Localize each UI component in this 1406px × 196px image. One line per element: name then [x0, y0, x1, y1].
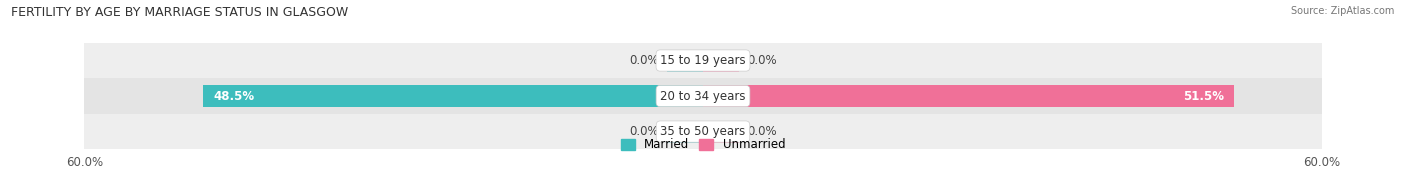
- Bar: [666, 121, 703, 142]
- Bar: [703, 85, 1234, 107]
- Text: 15 to 19 years: 15 to 19 years: [661, 54, 745, 67]
- Bar: [84, 114, 1322, 149]
- Bar: [666, 50, 703, 72]
- Text: FERTILITY BY AGE BY MARRIAGE STATUS IN GLASGOW: FERTILITY BY AGE BY MARRIAGE STATUS IN G…: [11, 6, 349, 19]
- Bar: [202, 85, 703, 107]
- Bar: [703, 121, 740, 142]
- Bar: [703, 50, 740, 72]
- Legend: Married, Unmarried: Married, Unmarried: [616, 134, 790, 156]
- Text: 20 to 34 years: 20 to 34 years: [661, 90, 745, 103]
- Text: 0.0%: 0.0%: [748, 125, 778, 138]
- Bar: [84, 43, 1322, 78]
- Text: 48.5%: 48.5%: [214, 90, 254, 103]
- Text: 35 to 50 years: 35 to 50 years: [661, 125, 745, 138]
- Text: 0.0%: 0.0%: [628, 54, 658, 67]
- Text: Source: ZipAtlas.com: Source: ZipAtlas.com: [1291, 6, 1395, 16]
- Text: 51.5%: 51.5%: [1182, 90, 1223, 103]
- Text: 0.0%: 0.0%: [748, 54, 778, 67]
- Text: 0.0%: 0.0%: [628, 125, 658, 138]
- Bar: [84, 78, 1322, 114]
